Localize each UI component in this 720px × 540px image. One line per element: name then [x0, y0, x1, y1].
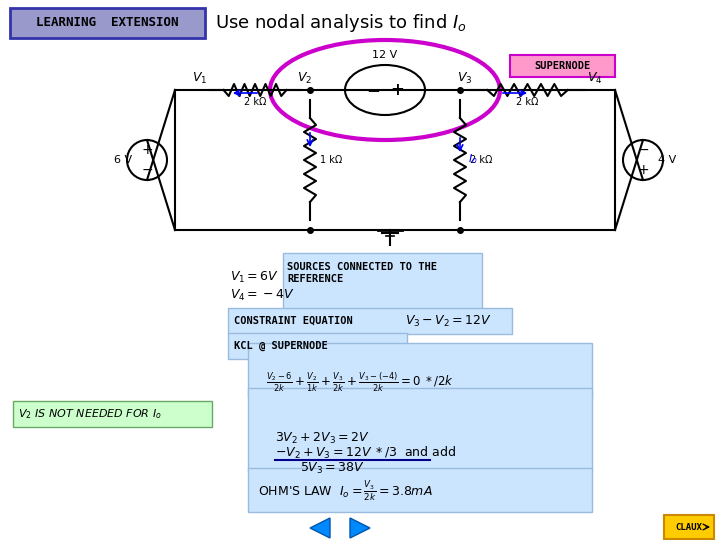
FancyBboxPatch shape — [10, 8, 205, 38]
Text: +: + — [637, 163, 649, 177]
Text: CLAUX: CLAUX — [675, 523, 703, 531]
Text: $V_3$: $V_3$ — [457, 70, 473, 85]
Text: $I_o$: $I_o$ — [468, 152, 477, 166]
Text: $-V_2 + V_3 = 12V \;*/3$  and add: $-V_2 + V_3 = 12V \;*/3$ and add — [275, 445, 456, 461]
Text: KCL @ SUPERNODE: KCL @ SUPERNODE — [234, 341, 328, 351]
Text: +: + — [141, 143, 153, 157]
Text: $V_2$ IS NOT NEEDED FOR $I_o$: $V_2$ IS NOT NEEDED FOR $I_o$ — [18, 407, 162, 421]
Polygon shape — [310, 518, 330, 538]
Text: 2 kΩ: 2 kΩ — [244, 97, 266, 107]
Text: $V_4 = -4V$: $V_4 = -4V$ — [230, 287, 294, 302]
Text: CONSTRAINT EQUATION: CONSTRAINT EQUATION — [234, 316, 353, 326]
Polygon shape — [350, 518, 370, 538]
FancyBboxPatch shape — [228, 308, 512, 334]
FancyBboxPatch shape — [248, 343, 592, 397]
FancyBboxPatch shape — [13, 401, 212, 427]
Text: $5V_3 = 38V$: $5V_3 = 38V$ — [300, 461, 365, 476]
Text: $V_2$: $V_2$ — [297, 70, 312, 85]
FancyBboxPatch shape — [228, 333, 407, 359]
Text: 6 V: 6 V — [114, 155, 132, 165]
Text: LEARNING  EXTENSION: LEARNING EXTENSION — [36, 17, 179, 30]
Text: OHM'S LAW  $I_o = \frac{V_3}{2k} = 3.8mA$: OHM'S LAW $I_o = \frac{V_3}{2k} = 3.8mA$ — [258, 480, 433, 504]
FancyBboxPatch shape — [248, 468, 592, 512]
FancyBboxPatch shape — [510, 55, 615, 77]
Ellipse shape — [345, 65, 425, 115]
Text: SUPERNODE: SUPERNODE — [534, 61, 590, 71]
FancyBboxPatch shape — [283, 253, 482, 312]
Text: $V_1$: $V_1$ — [192, 70, 207, 85]
FancyBboxPatch shape — [664, 515, 714, 539]
Text: 2 kΩ: 2 kΩ — [470, 155, 492, 165]
Text: $V_1 = 6V$: $V_1 = 6V$ — [230, 269, 279, 285]
Text: −: − — [141, 163, 153, 177]
Text: $V_3 - V_2 = 12V$: $V_3 - V_2 = 12V$ — [405, 313, 492, 328]
FancyBboxPatch shape — [248, 388, 592, 472]
Text: 4 V: 4 V — [658, 155, 676, 165]
Text: SOURCES CONNECTED TO THE
REFERENCE: SOURCES CONNECTED TO THE REFERENCE — [287, 262, 437, 284]
Text: 12 V: 12 V — [372, 50, 397, 60]
Text: $V_4$: $V_4$ — [588, 70, 603, 85]
Text: 1 kΩ: 1 kΩ — [320, 155, 342, 165]
Text: Use nodal analysis to find $I_o$: Use nodal analysis to find $I_o$ — [215, 12, 467, 34]
Text: $3V_2 + 2V_3 = 2V$: $3V_2 + 2V_3 = 2V$ — [275, 430, 370, 445]
Text: $\frac{V_2 - 6}{2k} + \frac{V_2}{1k} + \frac{V_3}{2k} + \frac{V_3 - (-4)}{2k} = : $\frac{V_2 - 6}{2k} + \frac{V_2}{1k} + \… — [266, 370, 454, 394]
Text: +: + — [390, 81, 404, 99]
Text: −: − — [366, 81, 380, 99]
Text: −: − — [637, 143, 649, 157]
Text: 2 kΩ: 2 kΩ — [516, 97, 539, 107]
